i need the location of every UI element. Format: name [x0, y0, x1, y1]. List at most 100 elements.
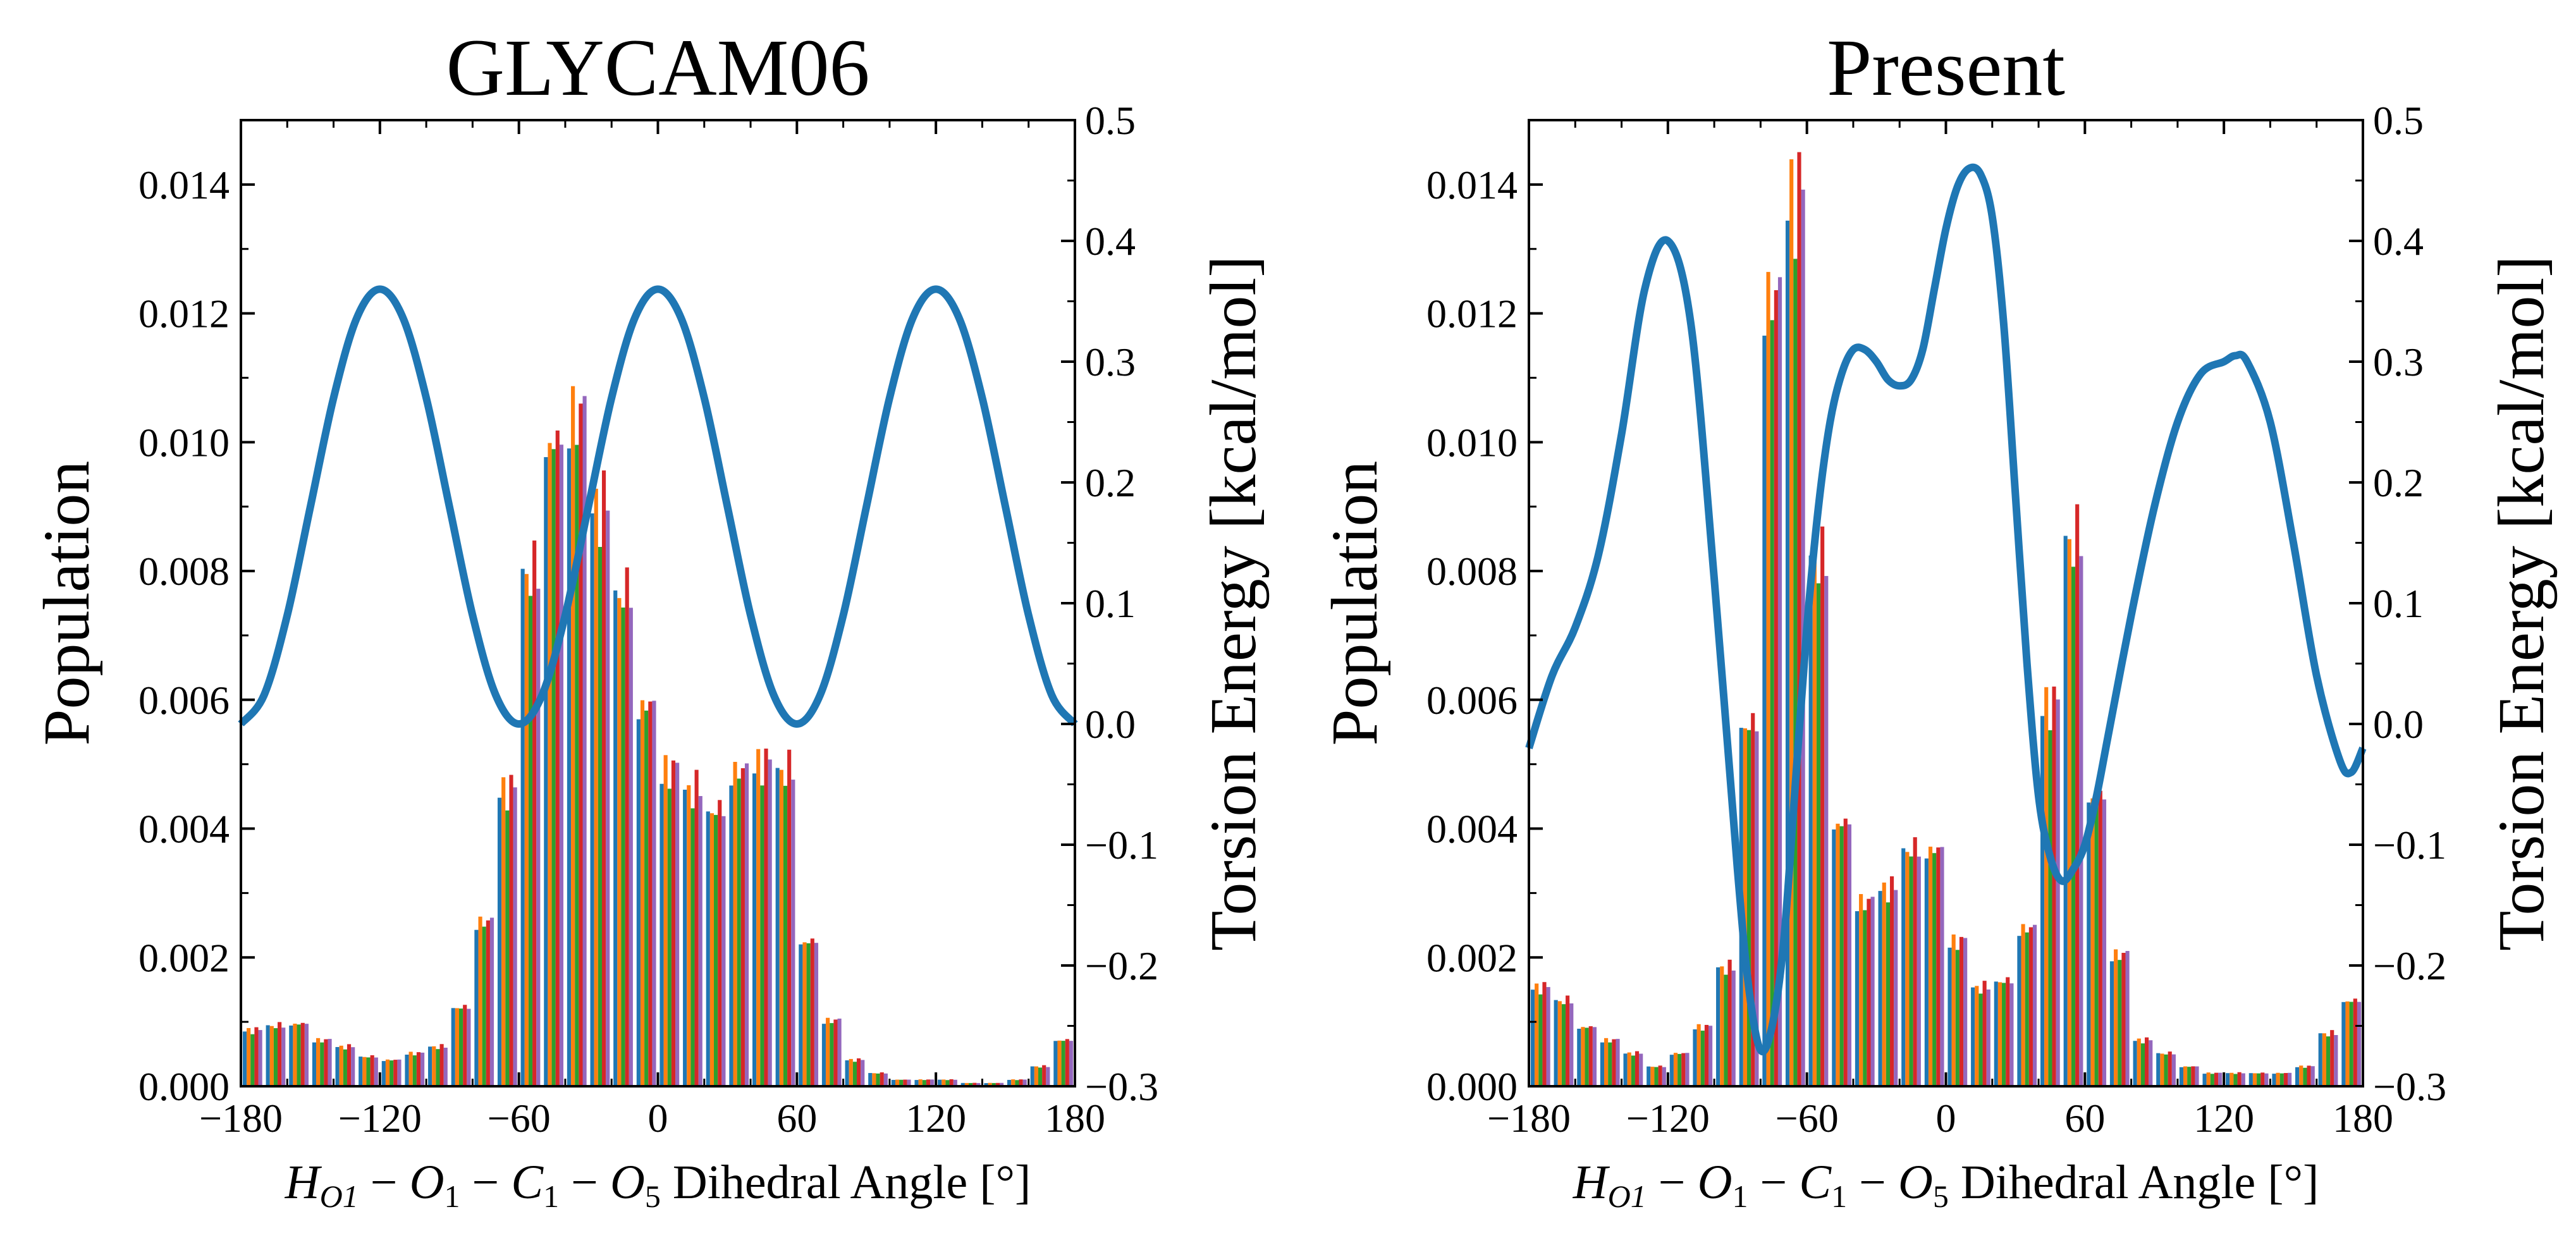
histogram-bar — [1839, 826, 1844, 1086]
histogram-bar — [1592, 1027, 1597, 1086]
histogram-bar — [1535, 983, 1539, 1086]
histogram-bar — [2048, 730, 2052, 1086]
histogram-bar — [1588, 1026, 1593, 1086]
histogram-bar — [2118, 960, 2122, 1086]
histogram-bar — [1635, 1051, 1640, 1086]
histogram-bar — [1000, 1082, 1004, 1086]
y2-tick-label: 0.2 — [2373, 460, 2424, 505]
histogram-bar — [984, 1083, 988, 1086]
y-tick-label: 0.012 — [1426, 291, 1518, 336]
histogram-bar — [629, 608, 633, 1086]
histogram-bar — [694, 769, 699, 1086]
histogram-bar — [2056, 699, 2060, 1086]
y2-tick-label: 0.2 — [1085, 460, 1136, 505]
x-axis-label-baseline-reset — [460, 1156, 472, 1209]
histogram-bar — [821, 1024, 826, 1086]
histogram-bar — [436, 1049, 440, 1086]
x-axis-label-spacer — [499, 1156, 511, 1209]
histogram-bar — [385, 1059, 390, 1086]
histogram-bar — [1824, 575, 1829, 1086]
histogram-bar — [501, 777, 506, 1086]
histogram-bar — [2257, 1073, 2261, 1086]
histogram-bar — [304, 1024, 309, 1086]
histogram-bar — [1843, 818, 1848, 1086]
histogram-bar — [362, 1057, 367, 1086]
y-axis-label: Population — [1318, 461, 1391, 746]
histogram-bar — [2114, 949, 2118, 1086]
histogram-bar — [1577, 1029, 1581, 1086]
histogram-bar — [1069, 1041, 1074, 1086]
histogram-bar — [343, 1049, 347, 1086]
histogram-bar — [524, 573, 529, 1086]
histogram-bar — [1542, 982, 1547, 1086]
histogram-bar — [2241, 1073, 2245, 1086]
x-axis-label-part: 1 — [1732, 1179, 1748, 1214]
y2-tick-label: −0.2 — [2373, 943, 2446, 988]
histogram-bar — [266, 1025, 270, 1086]
histogram-bar — [269, 1026, 274, 1086]
histogram-bar — [258, 1030, 262, 1086]
histogram-bar — [1762, 335, 1767, 1086]
histogram-bar — [941, 1079, 946, 1086]
histogram-bar — [359, 1057, 363, 1086]
histogram-bar — [752, 773, 757, 1086]
histogram-bar — [1561, 1004, 1566, 1086]
histogram-bar — [2032, 924, 2037, 1086]
y-axis-label: Population — [30, 461, 103, 746]
histogram-bar — [2357, 1002, 2362, 1086]
histogram-bar — [690, 808, 695, 1086]
histogram-bar — [895, 1079, 900, 1086]
histogram-bar — [2307, 1065, 2311, 1086]
histogram-bar — [1889, 876, 1894, 1086]
histogram-bar — [1046, 1067, 1050, 1086]
histogram-bar — [945, 1080, 950, 1086]
histogram-bar — [2260, 1072, 2265, 1086]
histogram-bar — [1581, 1027, 1585, 1086]
histogram-bar — [960, 1082, 965, 1086]
histogram-bar — [806, 943, 811, 1086]
x-axis-label-spacer — [598, 1156, 610, 1209]
histogram-bar — [2171, 1054, 2176, 1086]
histogram-bar — [1724, 974, 1728, 1086]
histogram-bar — [2098, 790, 2102, 1086]
histogram-bar — [451, 1008, 455, 1086]
histogram-bar — [949, 1079, 954, 1086]
x-axis-label-baseline-reset — [1847, 1156, 1859, 1209]
histogram-bar — [412, 1055, 417, 1086]
histogram-bar — [1061, 1041, 1065, 1086]
histogram-bar — [779, 769, 783, 1086]
x-tick-label: 60 — [776, 1096, 817, 1141]
present-panel: −180 −120 −60 0 60 120 180 0.000 0.002 0.004 0.006… — [1318, 23, 2558, 1214]
histogram-bar — [467, 1008, 471, 1086]
histogram-bar — [551, 449, 556, 1086]
histogram-bar — [1766, 272, 1770, 1087]
histogram-bar — [880, 1072, 884, 1086]
histogram-bar — [1928, 847, 1933, 1086]
histogram-bar — [339, 1045, 343, 1086]
x-tick-label: −60 — [488, 1096, 551, 1141]
histogram-bar — [845, 1060, 849, 1086]
histogram-bar — [463, 1005, 467, 1086]
histogram-bar — [532, 540, 537, 1086]
histogram-bar — [1647, 1066, 1651, 1086]
histogram-bar — [1975, 986, 1979, 1086]
histogram-bar — [706, 811, 710, 1086]
histogram-bar — [671, 760, 676, 1086]
x-axis-label-part: 1 — [444, 1179, 460, 1214]
plot-frame — [240, 119, 1076, 1088]
histogram-bar — [852, 1062, 857, 1086]
y-tick-label: 0.008 — [1426, 549, 1518, 594]
histogram-bar — [1720, 966, 1724, 1086]
x-axis-label-spacer — [398, 1156, 410, 1209]
x-tick-label: 120 — [2193, 1096, 2254, 1141]
histogram-bar — [667, 788, 672, 1086]
histogram-bar — [254, 1027, 259, 1086]
y-tick-label: 0.000 — [1426, 1064, 1518, 1109]
histogram-bar — [2133, 1041, 2137, 1086]
histogram-bar — [420, 1052, 425, 1086]
histogram-bar — [544, 457, 548, 1086]
y2-tick-label: 0.5 — [1085, 98, 1136, 143]
histogram-bar — [351, 1047, 355, 1086]
histogram-bar — [2109, 961, 2114, 1086]
x-axis-label-part: O1 — [320, 1179, 359, 1214]
